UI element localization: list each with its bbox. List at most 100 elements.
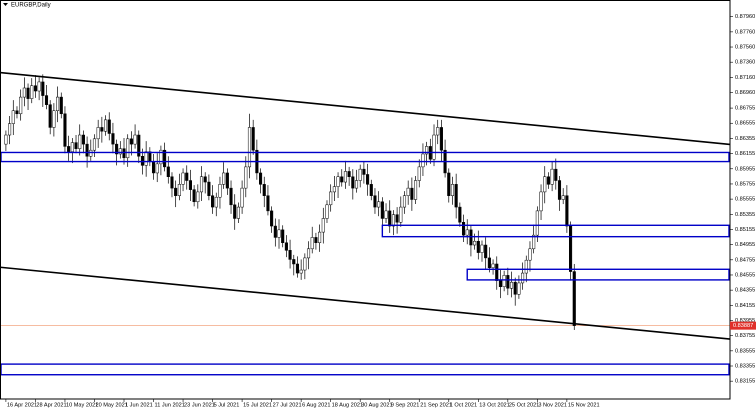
candle-body — [151, 161, 156, 174]
x-tick-label: 21 Sep 2021 — [420, 402, 452, 408]
candle-body — [185, 172, 189, 181]
candle-body — [369, 184, 373, 196]
candle-body — [543, 176, 547, 193]
candle-body — [495, 263, 499, 281]
candle-body — [557, 180, 562, 200]
candle-body — [174, 187, 178, 196]
trendline — [0, 266, 731, 340]
candle-body — [336, 176, 340, 187]
candle-body — [388, 210, 392, 227]
candle-body — [314, 237, 318, 243]
y-tick-label: 0.86960 — [735, 90, 755, 96]
candle-body — [222, 172, 226, 185]
y-tick-label: 0.87360 — [735, 60, 755, 66]
candle-body — [450, 184, 455, 196]
y-tick-label: 0.84155 — [735, 303, 755, 309]
candle-body — [454, 184, 458, 208]
candle-body — [561, 195, 565, 200]
x-tick-label: 16 Apr 2021 — [7, 402, 37, 408]
y-tick-label: 0.84555 — [735, 272, 755, 278]
candle-body — [506, 275, 510, 289]
candle-body — [306, 248, 311, 259]
x-tick-label: 3 Nov 2021 — [538, 402, 567, 408]
y-tick-label: 0.86355 — [735, 136, 755, 142]
candle-body — [447, 172, 451, 196]
candle-body — [432, 134, 436, 160]
x-tick-label: 6 Aug 2021 — [302, 402, 330, 408]
candle-body — [111, 133, 115, 145]
y-tick-label: 0.84955 — [735, 242, 755, 248]
candle-body — [155, 163, 159, 174]
candle-body — [140, 156, 145, 166]
candle-body — [377, 201, 381, 208]
chart-menu-icon[interactable] — [3, 3, 8, 6]
y-tick-label: 0.86755 — [735, 106, 755, 112]
candle-body — [310, 237, 314, 250]
candle-body — [329, 191, 333, 206]
candle-body — [211, 195, 215, 208]
candle-body — [461, 222, 466, 236]
candle-body — [487, 257, 491, 269]
candle-body — [192, 189, 196, 203]
candle-body — [288, 250, 292, 260]
candle-body — [92, 138, 97, 151]
candle-body — [299, 269, 303, 274]
candle-body — [19, 96, 23, 115]
candle-body — [509, 281, 514, 289]
support-resistance-zone — [381, 224, 730, 238]
x-tick-label: 1 Jun 2021 — [125, 402, 153, 408]
candle-body — [96, 127, 100, 140]
candle-body — [41, 81, 45, 96]
candle-body — [465, 229, 469, 236]
candle-body — [15, 110, 19, 115]
candle-body — [225, 172, 229, 189]
y-tick-label: 0.83755 — [735, 333, 755, 339]
candle-body — [351, 176, 355, 189]
x-tick-label: 5 Jul 2021 — [214, 402, 240, 408]
candle-body — [233, 204, 237, 219]
y-tick-label: 0.87560 — [735, 45, 755, 51]
candle-body — [325, 204, 329, 219]
candle-body — [380, 201, 384, 219]
candle-body — [362, 168, 366, 175]
y-tick-label: 0.87160 — [735, 75, 755, 81]
y-tick-label: 0.85355 — [735, 212, 755, 218]
candle-body — [332, 186, 336, 193]
current-price-box — [730, 321, 756, 330]
candle-body — [251, 127, 255, 151]
candle-body — [126, 138, 130, 159]
candle-body — [133, 134, 137, 145]
candle-body — [37, 81, 41, 92]
candle-body — [532, 234, 536, 250]
candle-body — [340, 176, 344, 183]
y-tick-label: 0.85955 — [735, 166, 755, 172]
candle-body — [129, 138, 133, 145]
y-tick-label: 0.83955 — [735, 318, 755, 324]
candle-body — [44, 95, 49, 105]
candle-body — [521, 272, 525, 284]
candle-body — [277, 229, 281, 238]
x-tick-label: 28 Apr 2021 — [36, 402, 66, 408]
candle-body — [292, 259, 296, 265]
y-tick-label: 0.84755 — [735, 257, 755, 263]
candle-body — [166, 166, 170, 177]
support-resistance-zone — [466, 268, 730, 281]
candle-body — [480, 244, 484, 253]
candle-body — [513, 281, 517, 295]
candle-body — [469, 229, 473, 246]
candle-body — [266, 195, 270, 212]
candle-body — [196, 191, 200, 203]
candle-body — [218, 184, 222, 198]
candle-body — [502, 275, 506, 287]
x-tick-label: 20 May 2021 — [95, 402, 127, 408]
candle-body — [318, 231, 322, 243]
candle-body — [546, 176, 550, 185]
candle-body — [421, 153, 425, 168]
candle-body — [56, 96, 60, 111]
y-tick-label: 0.86555 — [735, 121, 755, 127]
candle-body — [399, 206, 403, 223]
candle-body — [439, 127, 443, 151]
candle-body — [395, 214, 399, 223]
candle-body — [107, 119, 111, 134]
candle-body — [236, 206, 240, 219]
